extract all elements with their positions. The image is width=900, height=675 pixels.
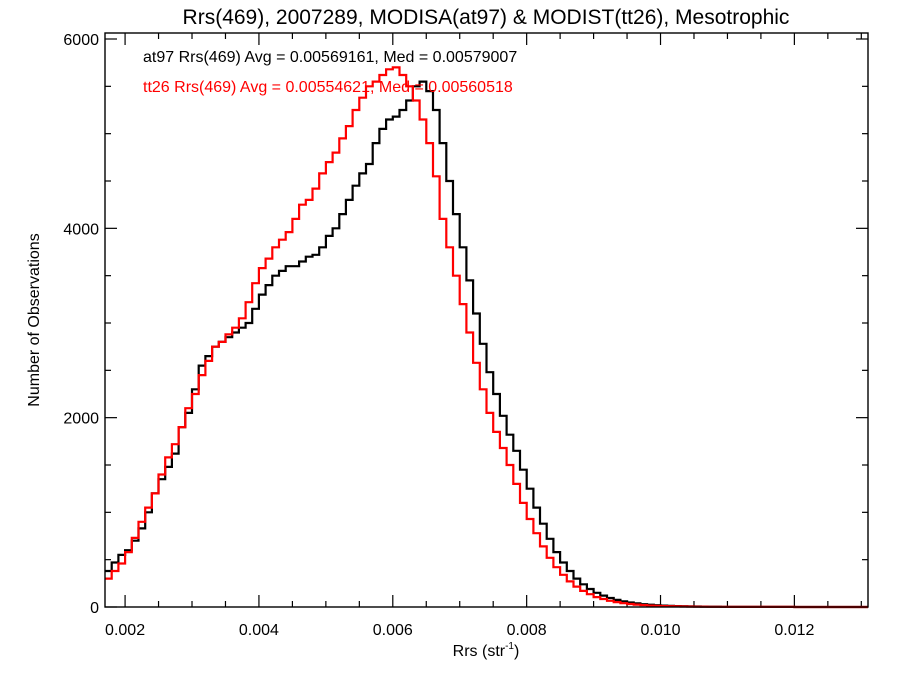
series-tt26-line [105, 66, 868, 609]
x-tick-label: 0.004 [239, 622, 279, 639]
chart-title: Rrs(469), 2007289, MODISA(at97) & MODIST… [183, 6, 790, 29]
x-axis-ticks: 0.002 0.004 0.006 0.008 0.010 0.012 [105, 33, 862, 639]
y-tick-label: 6000 [63, 32, 99, 49]
x-tick-label: 0.002 [105, 622, 145, 639]
y-tick-label: 2000 [63, 411, 99, 428]
x-tick-label: 0.006 [373, 622, 413, 639]
annotation-tt26-stats: tt26 Rrs(469) Avg = 0.00554621, Med = 0.… [143, 79, 513, 96]
x-axis-label-superscript: -1 [505, 641, 514, 652]
plot-frame [104, 32, 869, 608]
series-layer [105, 66, 868, 609]
x-axis-label-close: ) [514, 643, 519, 660]
x-axis-label: Rrs (str-1) [453, 641, 520, 660]
x-tick-label: 0.008 [507, 622, 547, 639]
x-tick-label: 0.012 [774, 622, 814, 639]
y-tick-label: 4000 [63, 221, 99, 238]
x-axis-label-main: Rrs (str [453, 643, 506, 660]
y-axis-label: Number of Observations [26, 233, 43, 406]
annotation-at97-stats: at97 Rrs(469) Avg = 0.00569161, Med = 0.… [143, 49, 517, 66]
x-tick-label: 0.010 [640, 622, 680, 639]
y-axis-ticks: 0 2000 4000 6000 [63, 32, 868, 617]
y-tick-label: 0 [90, 600, 99, 617]
